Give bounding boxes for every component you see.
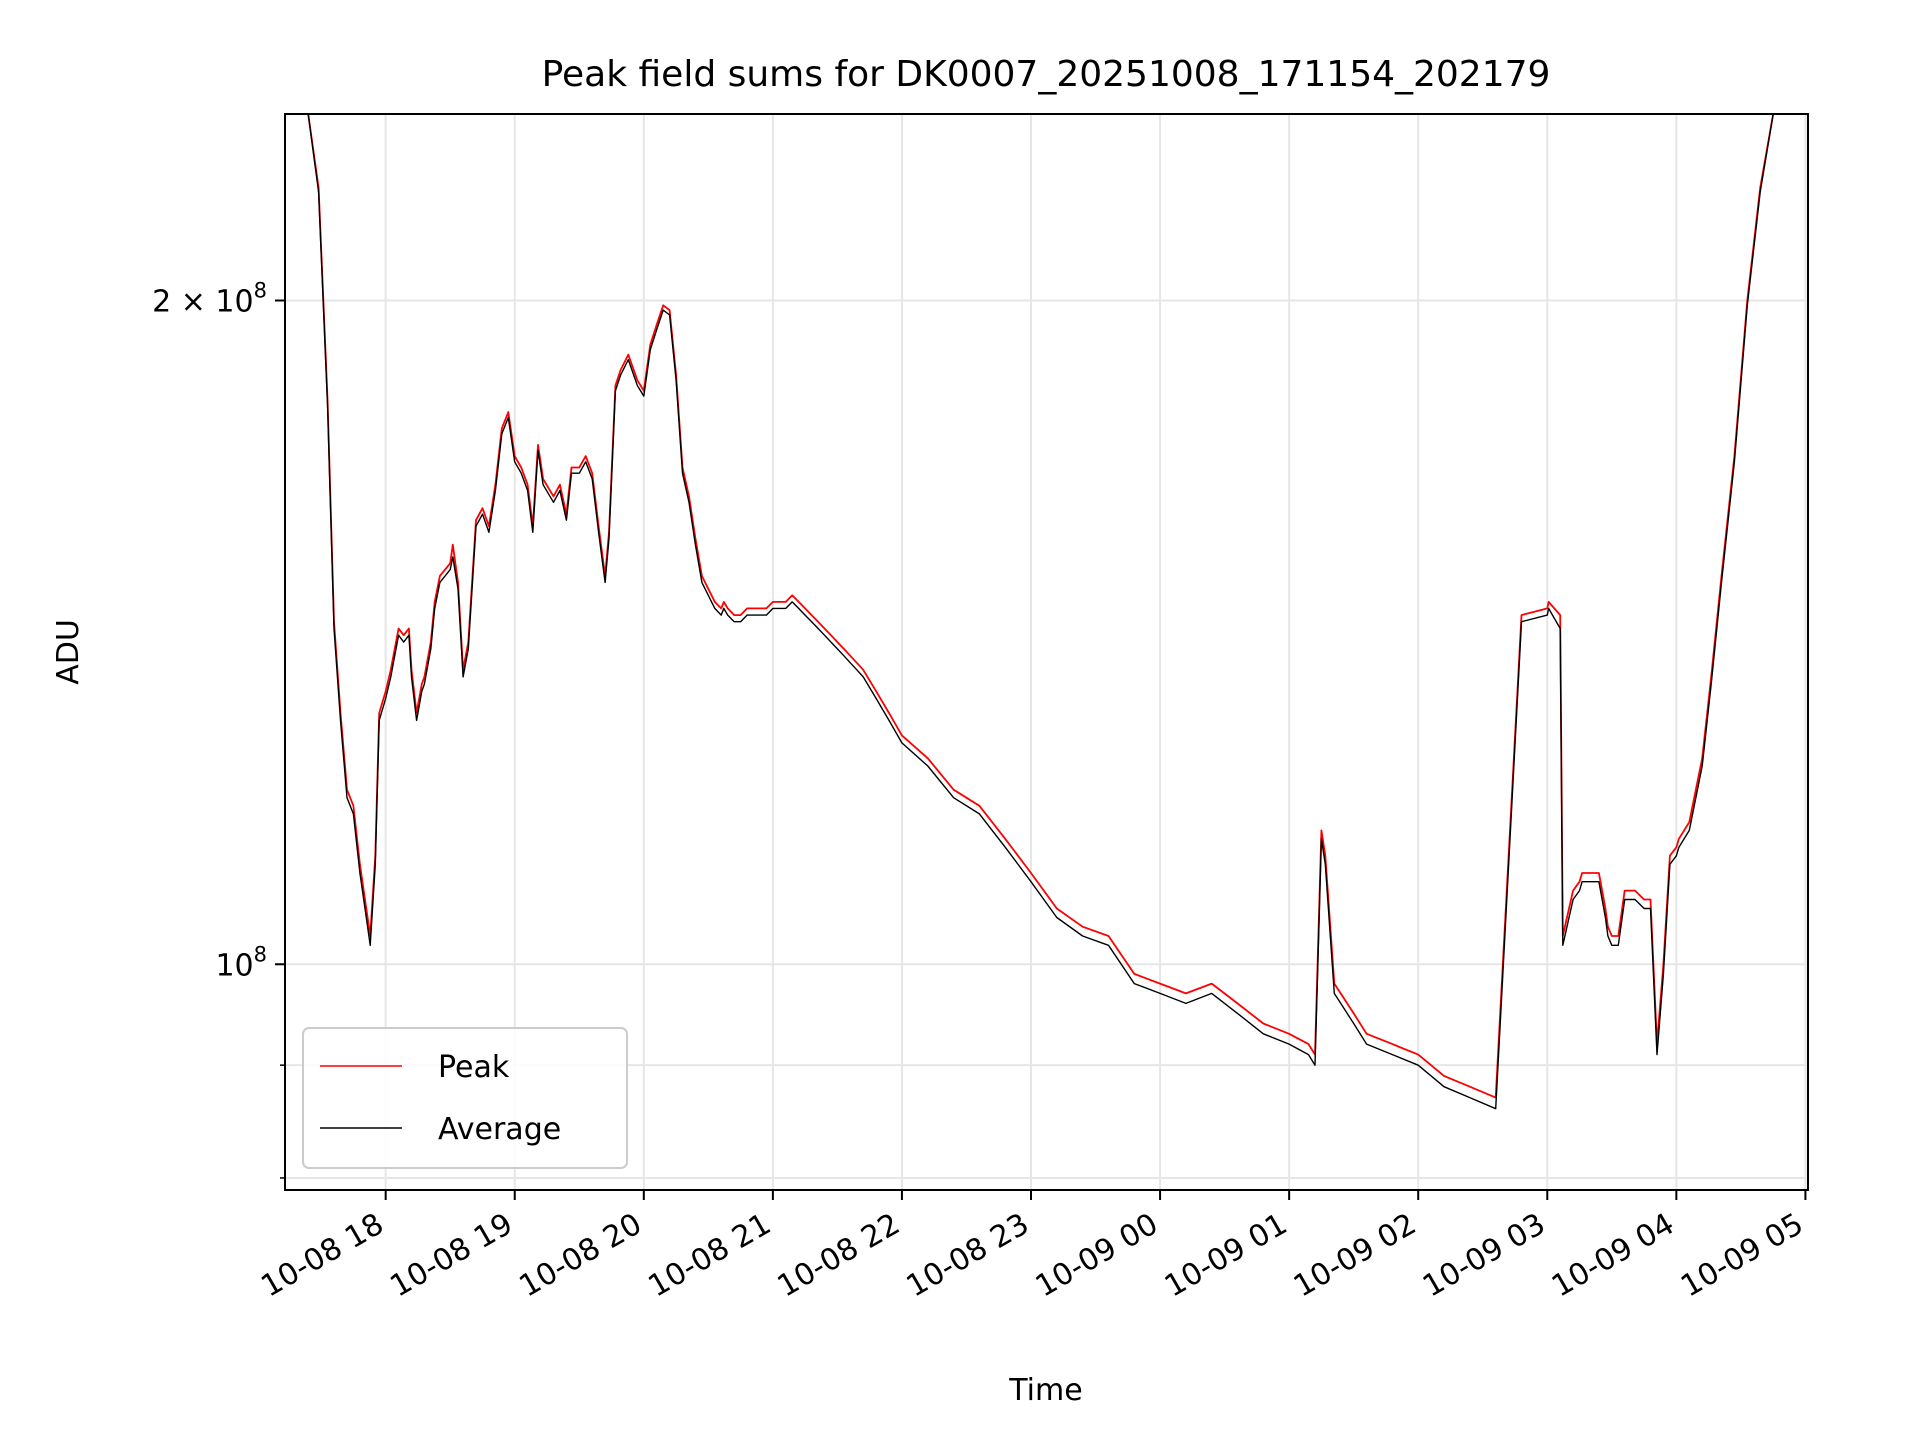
series-line-peak xyxy=(285,113,1808,1099)
x-axis-label: Time xyxy=(1008,1373,1082,1408)
y-tick-label: 108 xyxy=(215,942,267,983)
y-tick-label: 2 × 108 xyxy=(152,278,267,319)
legend-label-peak: Peak xyxy=(438,1050,510,1085)
series-line-average xyxy=(285,113,1808,1110)
legend-label-average: Average xyxy=(438,1112,561,1147)
grid xyxy=(285,114,1808,1190)
y-axis-label: ADU xyxy=(51,619,86,685)
plot-frame xyxy=(284,113,1809,1191)
legend-box xyxy=(302,1027,628,1169)
series-layer xyxy=(285,113,1808,1110)
y-axis: 108 2 × 108 xyxy=(152,278,285,1179)
legend: Peak Average xyxy=(302,1027,628,1169)
chart-title: Peak field sums for DK0007_20251008_1711… xyxy=(542,54,1551,95)
